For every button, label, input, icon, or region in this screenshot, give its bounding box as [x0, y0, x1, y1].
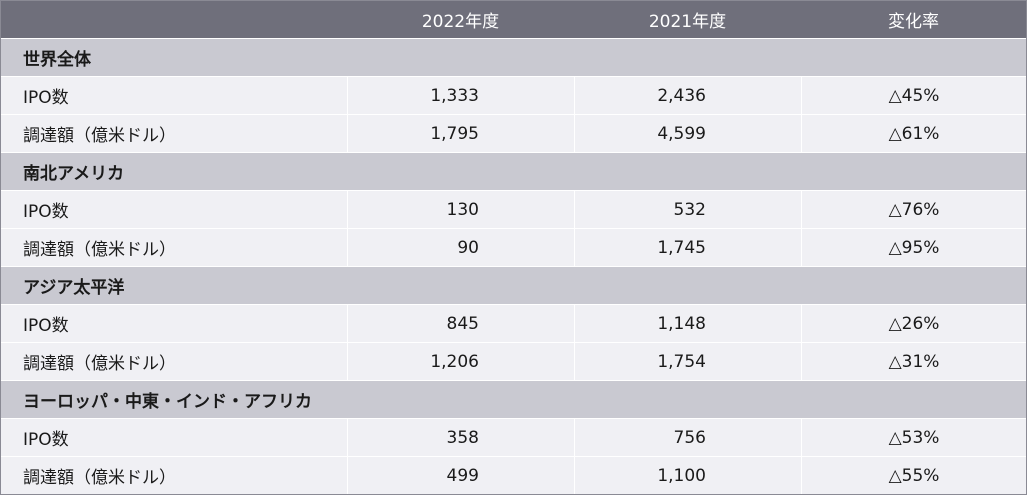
value-2021: 2,436	[574, 77, 801, 114]
table-row: IPO数 358 756 △53%	[1, 418, 1026, 456]
row-label: 調達額（億米ドル）	[23, 468, 176, 488]
header-cell-label	[1, 1, 347, 38]
change-rate: △55%	[801, 457, 1026, 494]
change-rate: △53%	[801, 419, 1026, 456]
row-label: 調達額（億米ドル）	[23, 240, 176, 260]
header-cell-2022: 2022年度	[421, 12, 500, 32]
change-rate: △45%	[801, 77, 1026, 114]
row-label: 調達額（億米ドル）	[23, 354, 176, 374]
table-header: 2022年度 2021年度 変化率	[1, 1, 1026, 38]
value-2022: 358	[347, 419, 574, 456]
change-rate: △26%	[801, 305, 1026, 342]
value-2021: 1,148	[574, 305, 801, 342]
table-row: 調達額（億米ドル） 90 1,745 △95%	[1, 228, 1026, 266]
value-2022: 499	[347, 457, 574, 494]
row-label: IPO数	[23, 430, 69, 450]
row-label: IPO数	[23, 88, 69, 108]
table-body: 世界全体 IPO数 1,333 2,436 △45% 調達額（億米ドル） 1,795 4,59…	[1, 38, 1026, 494]
change-rate: △31%	[801, 343, 1026, 380]
table-row: 調達額（億米ドル） 1,795 4,599 △61%	[1, 114, 1026, 152]
value-2022: 90	[347, 229, 574, 266]
table-row: IPO数 845 1,148 △26%	[1, 304, 1026, 342]
header-cell-2021: 2021年度	[648, 12, 727, 32]
section-row: アジア太平洋	[1, 266, 1026, 304]
value-2021: 4,599	[574, 115, 801, 152]
row-label: 調達額（億米ドル）	[23, 126, 176, 146]
value-2021: 1,100	[574, 457, 801, 494]
value-2022: 845	[347, 305, 574, 342]
section-row: ヨーロッパ・中東・インド・アフリカ	[1, 380, 1026, 418]
change-rate: △76%	[801, 191, 1026, 228]
value-2021: 532	[574, 191, 801, 228]
section-title: ヨーロッパ・中東・インド・アフリカ	[23, 392, 312, 412]
table-row: IPO数 1,333 2,436 △45%	[1, 76, 1026, 114]
section-title: 南北アメリカ	[23, 164, 125, 184]
row-label: IPO数	[23, 316, 69, 336]
change-rate: △61%	[801, 115, 1026, 152]
value-2022: 130	[347, 191, 574, 228]
value-2022: 1,795	[347, 115, 574, 152]
change-rate: △95%	[801, 229, 1026, 266]
section-title: アジア太平洋	[23, 278, 125, 298]
row-label: IPO数	[23, 202, 69, 222]
table-row: 調達額（億米ドル） 1,206 1,754 △31%	[1, 342, 1026, 380]
value-2021: 1,745	[574, 229, 801, 266]
value-2021: 756	[574, 419, 801, 456]
value-2022: 1,206	[347, 343, 574, 380]
header-cell-change: 変化率	[888, 12, 939, 32]
table-row: IPO数 130 532 △76%	[1, 190, 1026, 228]
section-title: 世界全体	[23, 50, 91, 70]
section-row: 南北アメリカ	[1, 152, 1026, 190]
value-2021: 1,754	[574, 343, 801, 380]
section-row: 世界全体	[1, 38, 1026, 76]
table-row: 調達額（億米ドル） 499 1,100 △55%	[1, 456, 1026, 494]
value-2022: 1,333	[347, 77, 574, 114]
